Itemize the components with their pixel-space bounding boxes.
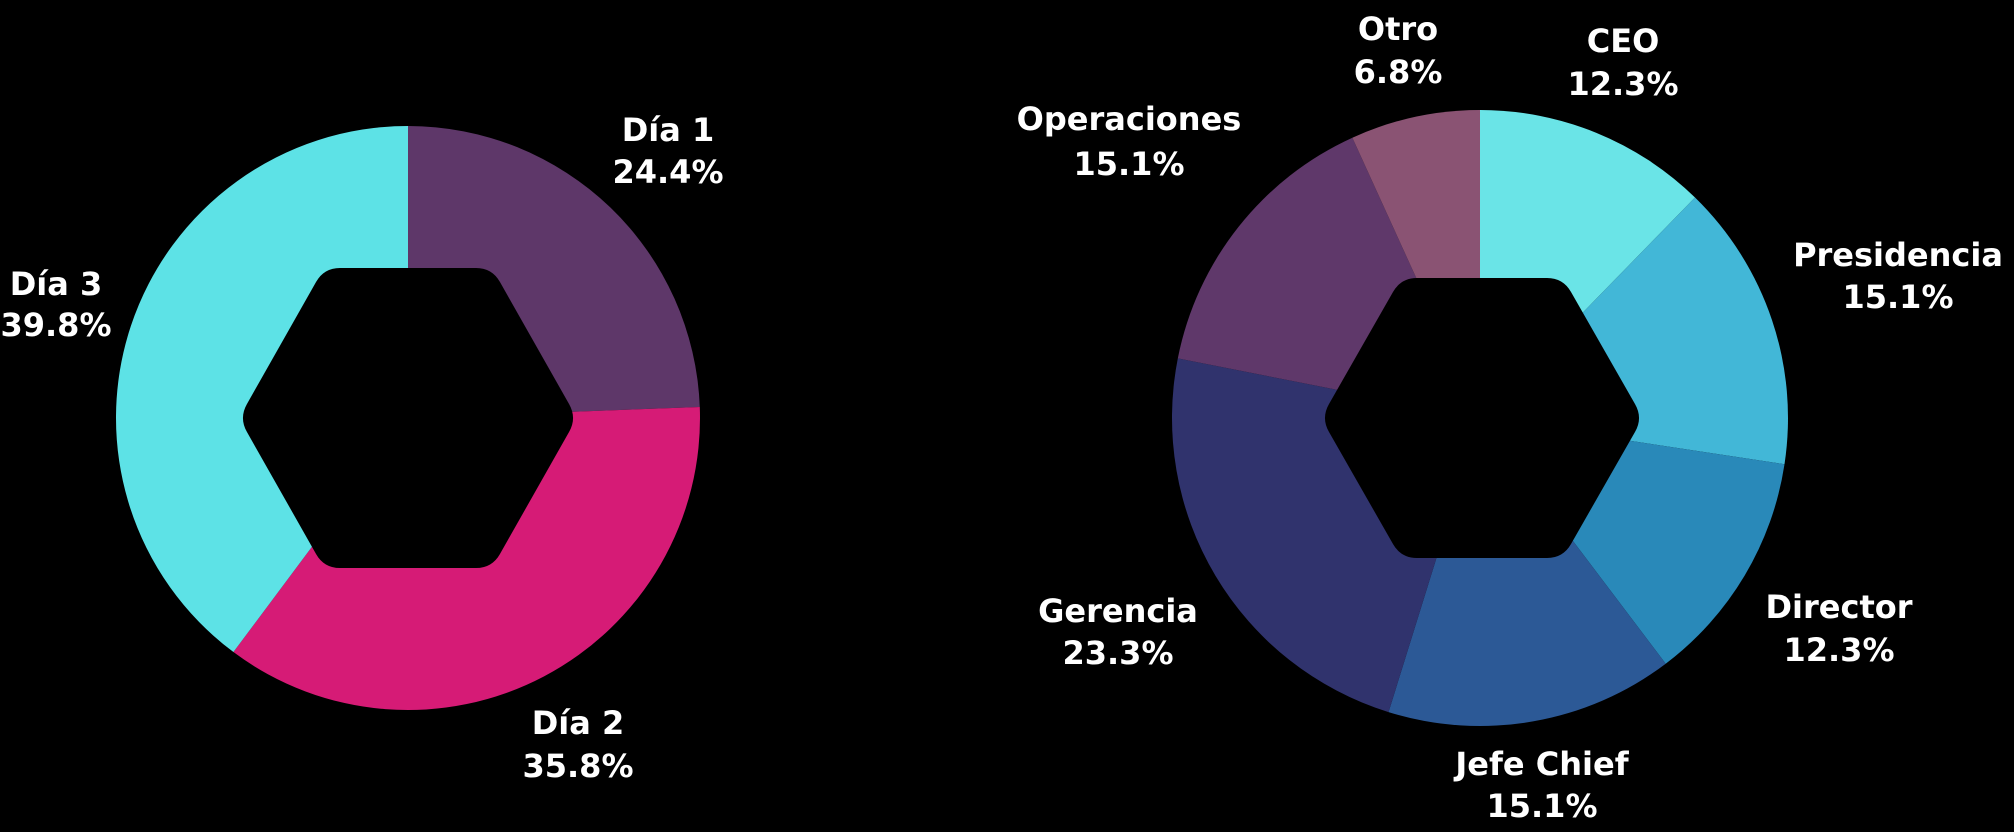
slice-value-dia-2: 35.8%	[522, 747, 633, 785]
slice-value-jefe-chief: 15.1%	[1486, 787, 1597, 825]
center-hexagon	[242, 268, 574, 568]
slice-label-jefe-chief: Jefe Chief	[1453, 745, 1629, 783]
slice-label-director: Director	[1765, 588, 1912, 626]
chart-days: Día 1 24.4% Día 2 35.8% Día 339.8%	[0, 111, 723, 785]
slice-label-dia-2: Día 2	[532, 704, 625, 742]
slice-label-otro: Otro	[1358, 10, 1438, 48]
slice-label-dia-3: Día 3	[10, 265, 103, 303]
slice-value-presidencia: 15.1%	[1842, 278, 1953, 316]
slice-value-director: 12.3%	[1783, 631, 1894, 669]
slice-value-dia-3: 39.8%	[0, 306, 111, 344]
slice-label-presidencia: Presidencia	[1793, 236, 2003, 274]
slice-value-operaciones: 15.1%	[1073, 145, 1184, 183]
chart-roles: CEO 12.3% Presidencia 15.1% Director 12.3% Jef…	[1017, 10, 2003, 825]
slice-value-dia-1: 24.4%	[612, 153, 723, 191]
slice-label-dia-1: Día 1	[622, 111, 715, 149]
slice-value-gerencia: 23.3%	[1062, 634, 1173, 672]
slice-label-ceo: CEO	[1587, 22, 1660, 60]
slice-label-operaciones: Operaciones	[1017, 100, 1242, 138]
slice-label-gerencia: Gerencia	[1038, 592, 1198, 630]
slice-value-ceo: 12.3%	[1567, 65, 1678, 103]
center-hexagon	[1324, 278, 1640, 558]
slice-value-otro: 6.8%	[1354, 53, 1443, 91]
